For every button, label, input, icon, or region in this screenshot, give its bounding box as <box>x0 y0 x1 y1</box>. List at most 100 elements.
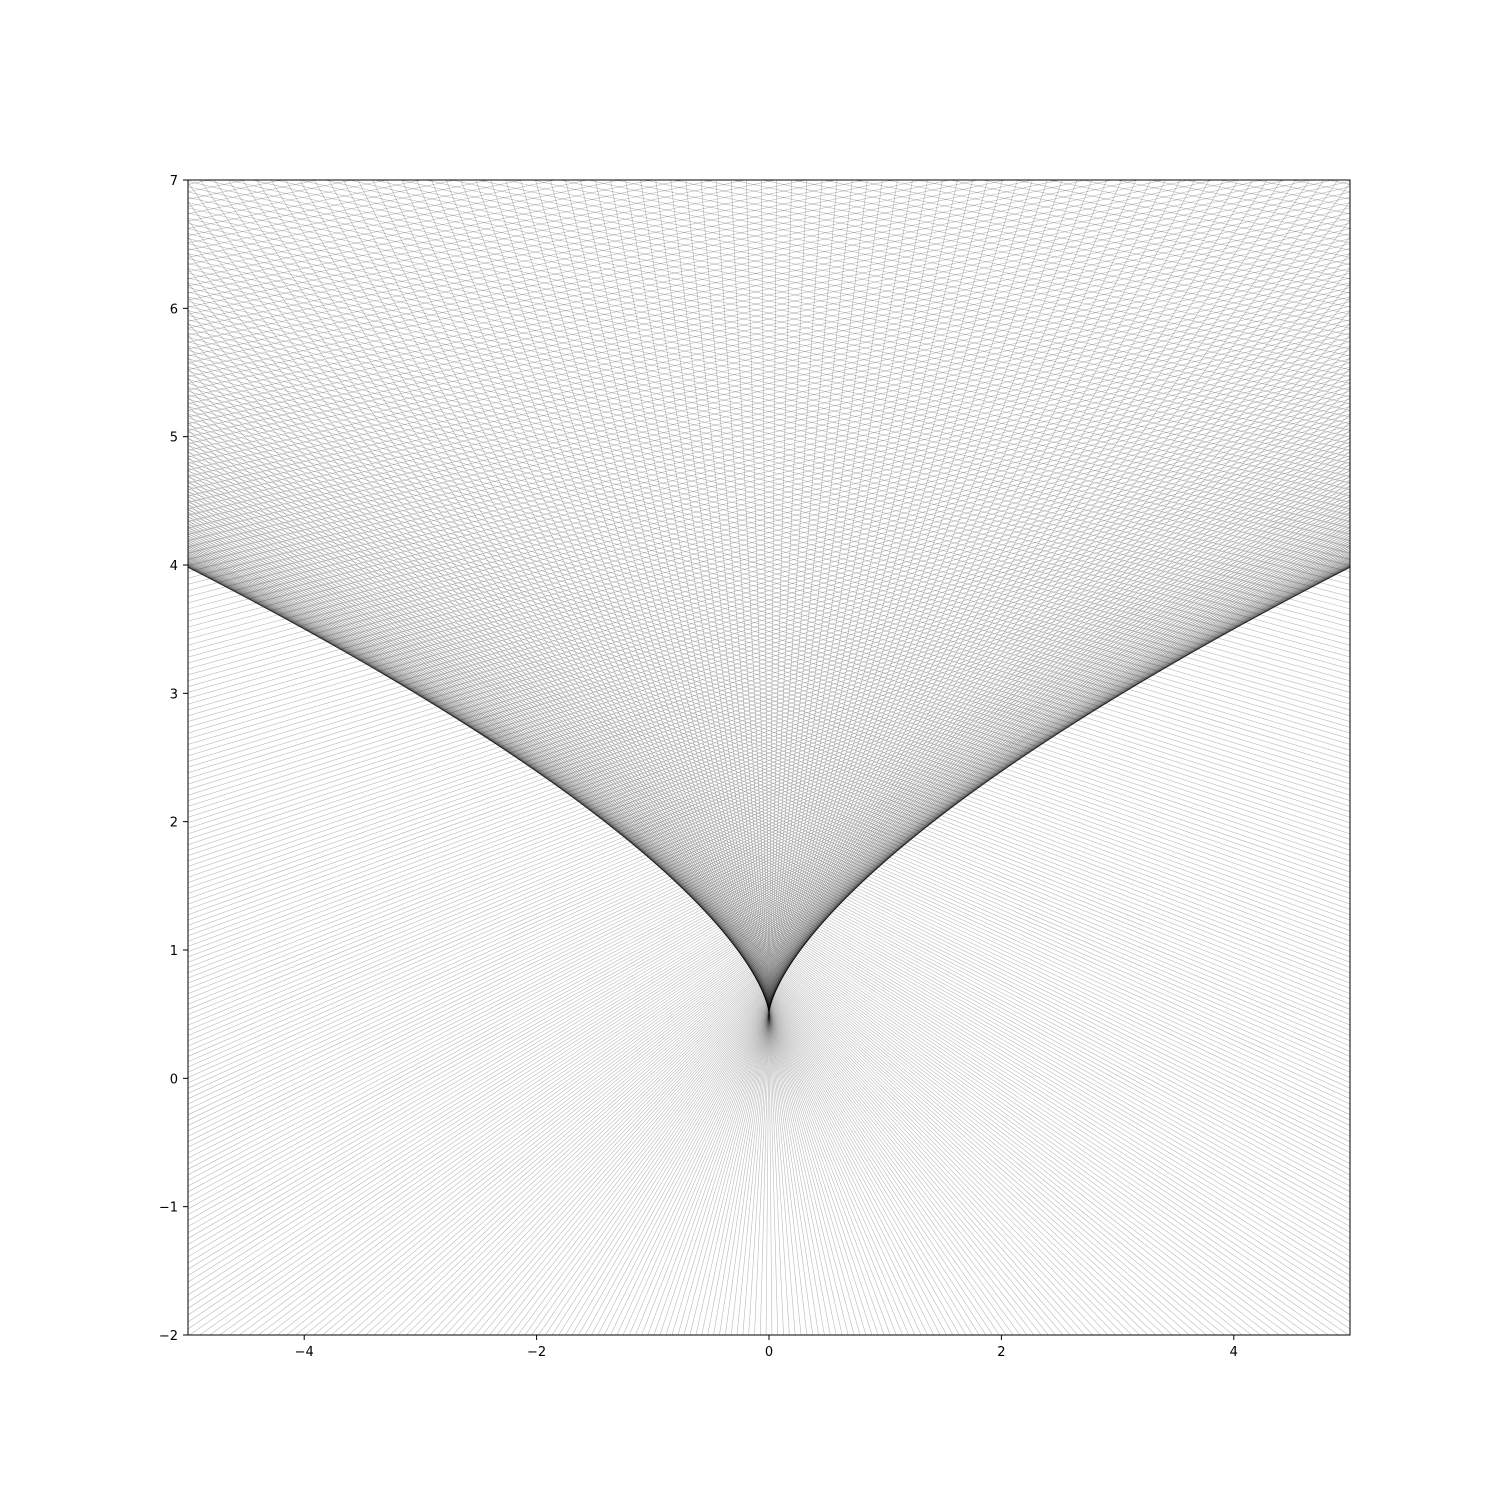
normal-line <box>188 535 1350 1323</box>
normal-line <box>610 180 831 1335</box>
normal-line <box>274 180 1350 431</box>
normal-line <box>188 565 1350 1198</box>
normal-line <box>372 180 928 1335</box>
normal-line <box>188 559 1350 1084</box>
normal-line <box>72 0 1466 61</box>
normal-line <box>188 341 1350 664</box>
normal-line <box>229 515 1350 1335</box>
normal-line <box>188 366 1350 699</box>
normal-line <box>188 387 1125 1335</box>
y-tick-label: 5 <box>170 431 178 446</box>
normal-line <box>188 463 1208 1335</box>
normal-line <box>188 566 1350 1187</box>
normal-line <box>188 238 1350 529</box>
normal-line <box>188 566 1350 1187</box>
normal-line <box>357 180 935 1335</box>
normal-line <box>188 191 1350 471</box>
normal-line <box>188 566 1350 1181</box>
normal-line <box>587 180 1350 350</box>
normal-line <box>761 180 773 1335</box>
normal-line <box>188 488 1350 894</box>
normal-line <box>188 516 1350 953</box>
normal-line <box>72 0 1466 185</box>
normal-line <box>188 550 1350 1276</box>
normal-line <box>188 560 1350 1233</box>
normal-line <box>622 180 1137 1335</box>
normal-line <box>1014 180 1350 251</box>
normal-line <box>72 0 1466 85</box>
normal-line <box>701 180 943 1335</box>
normal-line <box>188 512 1300 1335</box>
normal-line <box>188 566 1350 1154</box>
normal-line <box>188 555 1350 1068</box>
normal-line <box>299 180 1350 425</box>
normal-line <box>188 228 1350 516</box>
normal-line <box>188 233 1350 522</box>
normal-line <box>188 253 1350 548</box>
normal-line <box>188 485 1243 1335</box>
normal-line <box>188 474 1350 867</box>
normal-line <box>683 180 988 1335</box>
normal-line <box>188 191 1350 471</box>
normal-line <box>610 180 1166 1335</box>
normal-line <box>517 201 1350 1335</box>
normal-line <box>188 564 1350 1121</box>
normal-line <box>373 429 1350 1335</box>
normal-line <box>188 429 1165 1335</box>
normal-line <box>188 180 423 229</box>
normal-line <box>188 564 1350 1121</box>
normal-line <box>299 180 960 1335</box>
normal-line <box>188 334 1086 1335</box>
normal-line <box>188 196 1350 477</box>
normal-line <box>188 565 1350 1198</box>
normal-line <box>188 448 1350 824</box>
normal-line <box>188 243 1350 535</box>
normal-line <box>451 180 1350 384</box>
normal-line <box>188 366 1350 699</box>
normal-line <box>188 253 1350 548</box>
normal-line <box>72 0 1466 77</box>
normal-line <box>285 180 967 1335</box>
normal-line <box>72 0 1466 116</box>
normal-line <box>431 180 903 1335</box>
normal-line <box>730 180 784 1335</box>
normal-line <box>188 258 1350 554</box>
normal-line <box>916 180 1350 273</box>
normal-line <box>188 539 1350 1010</box>
normal-line <box>188 180 895 336</box>
normal-line <box>188 521 1350 963</box>
normal-line <box>188 485 1350 889</box>
normal-line <box>188 409 1350 762</box>
normal-line <box>188 563 1350 1110</box>
normal-line <box>188 282 1056 1335</box>
normal-line <box>188 431 1350 796</box>
normal-line <box>188 438 1350 807</box>
normal-line <box>188 565 1350 1126</box>
normal-line <box>538 180 1325 1335</box>
normal-line <box>188 562 1350 1221</box>
normal-line <box>695 180 958 1335</box>
normal-line <box>188 549 1350 1042</box>
normal-line <box>188 180 1061 377</box>
normal-line <box>72 0 1466 30</box>
normal-line <box>188 508 1290 1335</box>
normal-line <box>188 277 1350 579</box>
normal-line <box>188 394 1350 740</box>
normal-line <box>188 421 1157 1335</box>
normal-line <box>188 222 1350 510</box>
normal-line <box>188 519 1319 1335</box>
normal-line <box>188 540 1350 1309</box>
normal-line <box>188 464 1350 851</box>
normal-line <box>258 504 1350 1335</box>
normal-line <box>1219 180 1350 207</box>
normal-line <box>188 566 1350 1193</box>
normal-line <box>188 341 1350 664</box>
normal-line <box>188 394 1350 740</box>
normal-line <box>643 180 1350 336</box>
normal-line <box>188 531 1350 989</box>
normal-line <box>188 494 1350 905</box>
normal-line <box>286 490 1350 1335</box>
normal-line <box>356 443 1350 1335</box>
normal-line <box>188 236 1035 1335</box>
normal-line <box>188 567 1350 1165</box>
